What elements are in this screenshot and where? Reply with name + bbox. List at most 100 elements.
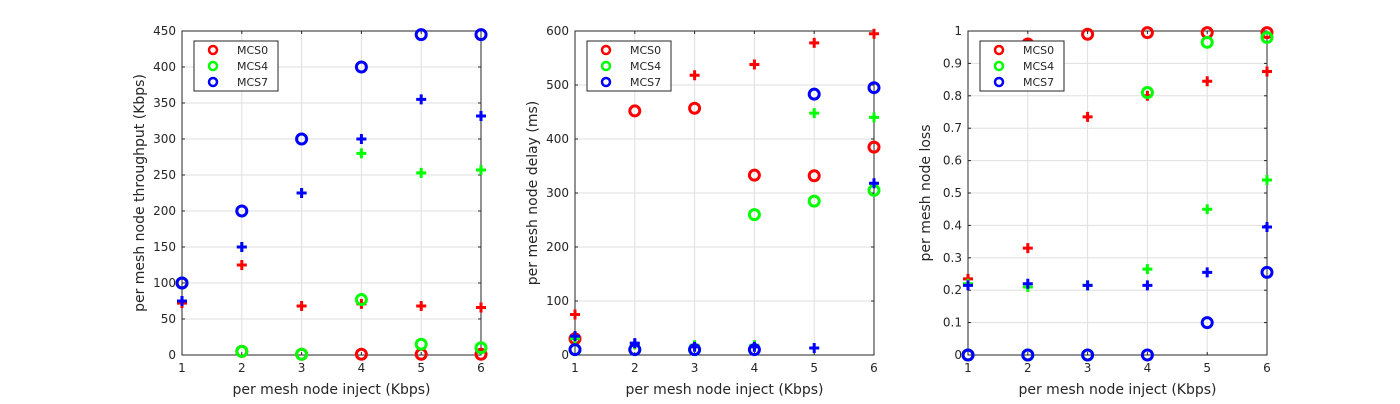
data-point-mcs7-circle [1021, 348, 1035, 362]
data-point-mcs7-circle [1260, 265, 1274, 279]
data-point-mcs0-plus [296, 301, 307, 312]
data-point-mcs7-circle [1081, 348, 1095, 362]
data-point-mcs7-plus [1262, 222, 1272, 233]
data-point-mcs0-plus [1082, 111, 1093, 122]
data-point-mcs7-plus [476, 110, 486, 121]
y-tick-label: 0 [561, 348, 569, 362]
data-point-mcs0-plus [869, 28, 879, 39]
data-point-mcs7-circle [175, 276, 189, 290]
data-point-mcs7-plus [416, 94, 427, 105]
y-tick-label: 100 [153, 276, 176, 290]
legend-marker-mcs7 [600, 76, 612, 88]
data-point-mcs4-plus [356, 148, 367, 159]
y-tick-label: 0 [954, 348, 962, 362]
data-point-mcs0-circle [354, 347, 368, 361]
data-point-mcs0-circle [1140, 26, 1154, 40]
y-axis-label: per mesh node delay (ms) [525, 101, 541, 286]
y-tick-label: 50 [161, 312, 176, 326]
data-point-mcs4-circle [1260, 30, 1274, 44]
data-point-mcs4-plus [416, 167, 427, 178]
legend-marker-mcs0 [993, 44, 1005, 56]
legend-label-mcs7: MCS7 [237, 76, 268, 89]
data-point-mcs7-plus [749, 341, 760, 352]
legend: MCS0 MCS4 MCS7 [193, 40, 279, 92]
x-tick-label: 4 [358, 361, 366, 375]
x-tick-label: 1 [571, 361, 579, 375]
data-point-mcs7-circle [867, 81, 881, 95]
y-tick-label: 400 [546, 132, 569, 146]
data-point-mcs7-plus [236, 242, 247, 252]
data-point-mcs4-circle [1200, 35, 1214, 49]
data-point-mcs0-plus [476, 302, 486, 313]
legend-label-mcs4: MCS4 [630, 60, 661, 73]
data-point-mcs0-circle [1081, 27, 1095, 41]
legend-marker-mcs0 [207, 44, 219, 56]
data-point-mcs0-circle [1260, 26, 1274, 40]
legend-label-mcs7: MCS7 [1023, 76, 1054, 89]
data-point-mcs4-plus [1202, 204, 1213, 215]
y-tick-label: 0.1 [943, 316, 962, 330]
data-point-mcs4-circle [474, 341, 488, 355]
data-point-mcs7-circle [1200, 316, 1214, 330]
y-tick-label: 350 [153, 96, 176, 110]
legend-label-mcs7: MCS7 [630, 76, 661, 89]
legend-marker-mcs7 [993, 76, 1005, 88]
chart-panel-2: 1 2 3 4 5 6 0 100 200 300 400 500 600 per mesh node i… [525, 24, 881, 398]
axes-box [181, 30, 482, 356]
data-point-mcs7-plus [1022, 278, 1033, 289]
data-point-mcs0-plus [1262, 66, 1272, 77]
x-tick-label: 3 [691, 361, 699, 375]
legend-marker-mcs4 [207, 60, 219, 72]
data-point-mcs7-plus [1202, 267, 1213, 278]
data-point-mcs0-circle [628, 104, 642, 118]
y-tick-label: 450 [153, 24, 176, 38]
data-point-mcs7-circle [235, 204, 249, 218]
y-tick-label: 400 [153, 60, 176, 74]
data-point-mcs4-circle [414, 337, 428, 351]
x-tick-label: 4 [1144, 361, 1152, 375]
y-axis-label: per mesh node loss [918, 124, 934, 261]
data-point-mcs7-plus [1142, 280, 1153, 291]
data-point-mcs0-circle [688, 101, 702, 115]
chart-panel-3: 1 2 3 4 5 6 0 0.1 0.2 0.3 0.4 0.5 0.6 0.7 0.8 0.9 1 per m… [918, 24, 1274, 398]
x-tick-label: 5 [417, 361, 425, 375]
data-point-mcs4-plus [869, 112, 879, 123]
data-point-mcs4-circle [235, 344, 249, 358]
x-tick-label: 5 [810, 361, 818, 375]
data-point-mcs0-plus [416, 301, 427, 312]
legend-label-mcs4: MCS4 [237, 60, 268, 73]
x-tick-label: 2 [631, 361, 639, 375]
y-tick-label: 250 [153, 168, 176, 182]
data-point-mcs7-plus [356, 134, 367, 144]
data-point-mcs7-circle [807, 87, 821, 101]
x-axis-label: per mesh node inject (Kbps) [1018, 382, 1216, 398]
legend-marker-mcs7 [207, 76, 219, 88]
data-point-mcs0-circle [807, 169, 821, 183]
y-tick-label: 300 [546, 186, 569, 200]
data-point-mcs7-plus [963, 280, 973, 291]
legend-marker-mcs4 [600, 60, 612, 72]
data-point-mcs0-circle [747, 168, 761, 182]
data-point-mcs7-plus [869, 178, 879, 189]
legend-label-mcs0: MCS0 [630, 44, 661, 57]
y-tick-label: 0.3 [943, 251, 962, 265]
data-point-mcs7-plus [177, 296, 187, 306]
legend-label-mcs0: MCS0 [1023, 44, 1054, 57]
y-tick-label: 500 [546, 78, 569, 92]
data-point-mcs0-plus [1202, 76, 1213, 87]
y-tick-label: 300 [153, 132, 176, 146]
y-tick-label: 0.4 [943, 218, 962, 232]
legend-label-mcs4: MCS4 [1023, 60, 1054, 73]
data-point-mcs7-plus [296, 188, 307, 198]
legend: MCS0 MCS4 MCS7 [586, 40, 672, 92]
data-point-mcs4-circle [295, 347, 309, 361]
y-tick-label: 200 [153, 204, 176, 218]
data-point-mcs4-circle [1140, 86, 1154, 100]
x-tick-label: 1 [178, 361, 186, 375]
chart-panel-1: 1 2 3 4 5 6 0 50 100 150 200 250 300 350 400 450 per mes… [132, 24, 488, 398]
data-point-mcs4-plus [809, 108, 820, 119]
y-tick-label: 0.7 [943, 121, 962, 135]
x-tick-label: 6 [1263, 361, 1271, 375]
legend: MCS0 MCS4 MCS7 [979, 40, 1065, 92]
